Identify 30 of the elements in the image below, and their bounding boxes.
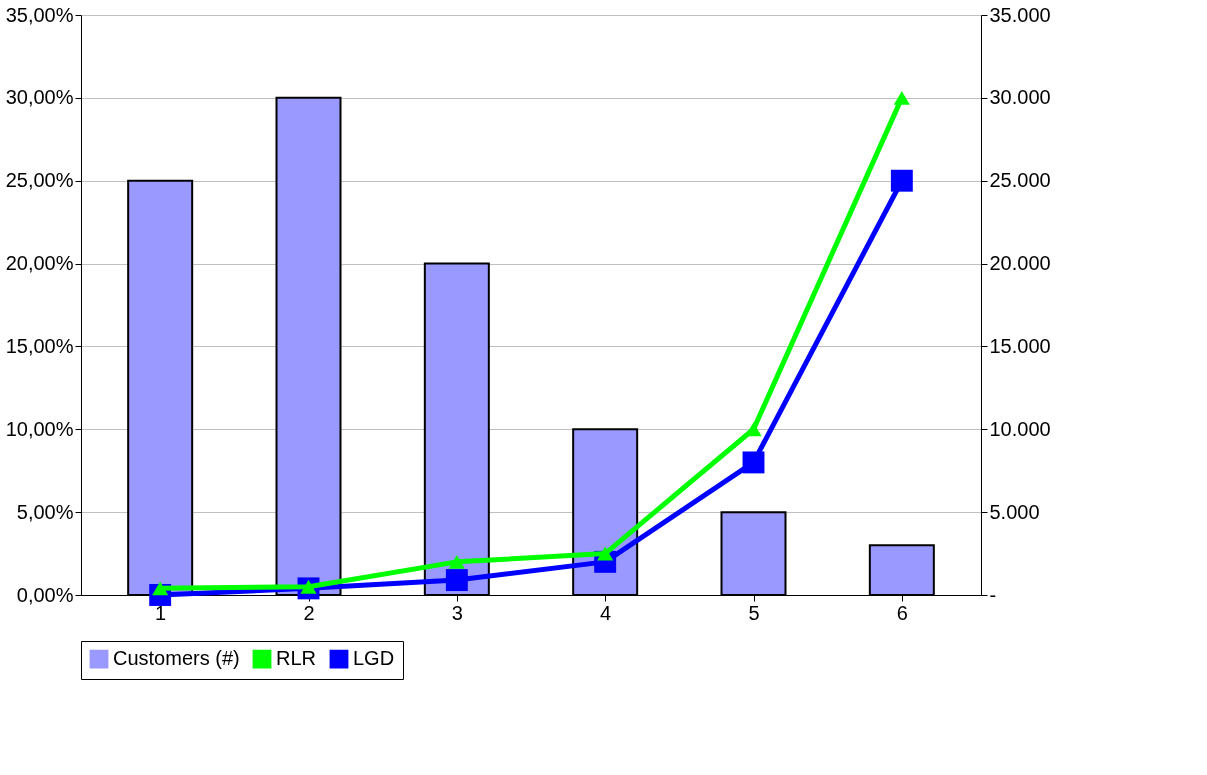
x-tick-label: 3	[451, 601, 463, 624]
point	[893, 90, 910, 105]
y2-tick-label: 25.000	[989, 169, 1051, 192]
y2-tick-label: -	[989, 583, 997, 606]
y2-tick-label: 30.000	[989, 86, 1051, 109]
y-tick-label: 35,00%	[5, 3, 74, 26]
y-tick-label: 5,00%	[16, 500, 74, 523]
y-tick-label: 20,00%	[5, 252, 74, 275]
x-tick-label: 2	[303, 601, 315, 624]
y2-tick-label: 5.000	[989, 500, 1040, 523]
y2-tick-label: 35.000	[989, 3, 1051, 26]
x-tick-label: 5	[748, 601, 760, 624]
y-tick-label: 30,00%	[5, 86, 74, 109]
point	[448, 554, 465, 569]
y2-tick-label: 15.000	[989, 334, 1051, 357]
point	[742, 451, 765, 474]
point	[445, 569, 468, 592]
y2-tick-label: 10.000	[989, 417, 1051, 440]
point	[890, 169, 913, 192]
y-tick-label: 10,00%	[5, 417, 74, 440]
legend-label: Customers (#)	[113, 647, 240, 670]
y-tick-label: 25,00%	[5, 169, 74, 192]
x-tick-label: 1	[155, 601, 167, 624]
y2-tick-label: 20.000	[989, 252, 1051, 275]
legend-label: RLR	[276, 647, 317, 670]
x-tick-label: 4	[600, 601, 612, 624]
y-tick-label: 15,00%	[5, 334, 74, 357]
legend-label: LGD	[353, 647, 395, 670]
y-tick-label: 0,00%	[16, 583, 74, 606]
x-tick-label: 6	[896, 601, 908, 624]
